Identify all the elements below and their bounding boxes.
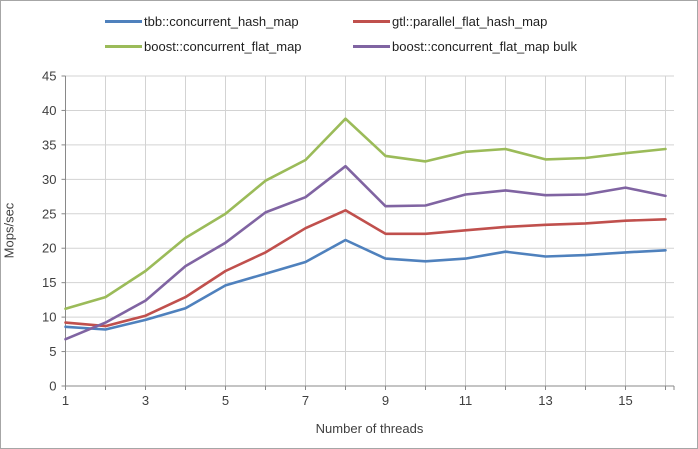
legend-item-boost-concurrent-flat-map-bulk: boost::concurrent_flat_map bulk <box>353 38 577 54</box>
svg-text:30: 30 <box>42 172 56 187</box>
legend-line-swatch-icon <box>105 44 142 48</box>
svg-text:13: 13 <box>538 393 552 408</box>
svg-text:45: 45 <box>42 69 56 84</box>
legend-label: boost::concurrent_flat_map <box>144 38 302 54</box>
legend-line-swatch-icon <box>353 19 390 23</box>
svg-text:25: 25 <box>42 206 56 221</box>
legend-label: gtl::parallel_flat_hash_map <box>392 13 548 29</box>
legend-label: boost::concurrent_flat_map bulk <box>392 38 577 54</box>
svg-text:7: 7 <box>302 393 309 408</box>
axis-tick-marks <box>61 75 675 390</box>
svg-text:0: 0 <box>49 379 56 394</box>
svg-text:9: 9 <box>382 393 389 408</box>
legend-item-boost-concurrent-flat-map: boost::concurrent_flat_map <box>105 38 302 54</box>
y-axis-title: Mops/sec <box>1 202 17 259</box>
svg-text:10: 10 <box>42 310 56 325</box>
legend-line-swatch-icon <box>353 44 390 48</box>
legend-item-gtl-parallel-flat-hash-map: gtl::parallel_flat_hash_map <box>353 13 547 29</box>
legend-label: tbb::concurrent_hash_map <box>144 13 299 29</box>
svg-text:20: 20 <box>42 241 56 256</box>
svg-text:35: 35 <box>42 137 56 152</box>
svg-text:5: 5 <box>49 344 56 359</box>
gridlines <box>65 75 674 386</box>
svg-text:3: 3 <box>142 393 149 408</box>
svg-text:40: 40 <box>42 103 56 118</box>
x-axis-title: Number of threads <box>315 421 424 436</box>
svg-text:15: 15 <box>618 393 632 408</box>
legend-item-tbb-concurrent-hash-map: tbb::concurrent_hash_map <box>105 13 299 29</box>
svg-text:15: 15 <box>42 275 56 290</box>
data-series-lines <box>64 117 667 341</box>
svg-text:1: 1 <box>62 393 69 408</box>
svg-text:5: 5 <box>222 393 229 408</box>
svg-text:11: 11 <box>459 393 473 408</box>
legend-line-swatch-icon <box>105 19 142 23</box>
axis-lines <box>65 76 674 387</box>
